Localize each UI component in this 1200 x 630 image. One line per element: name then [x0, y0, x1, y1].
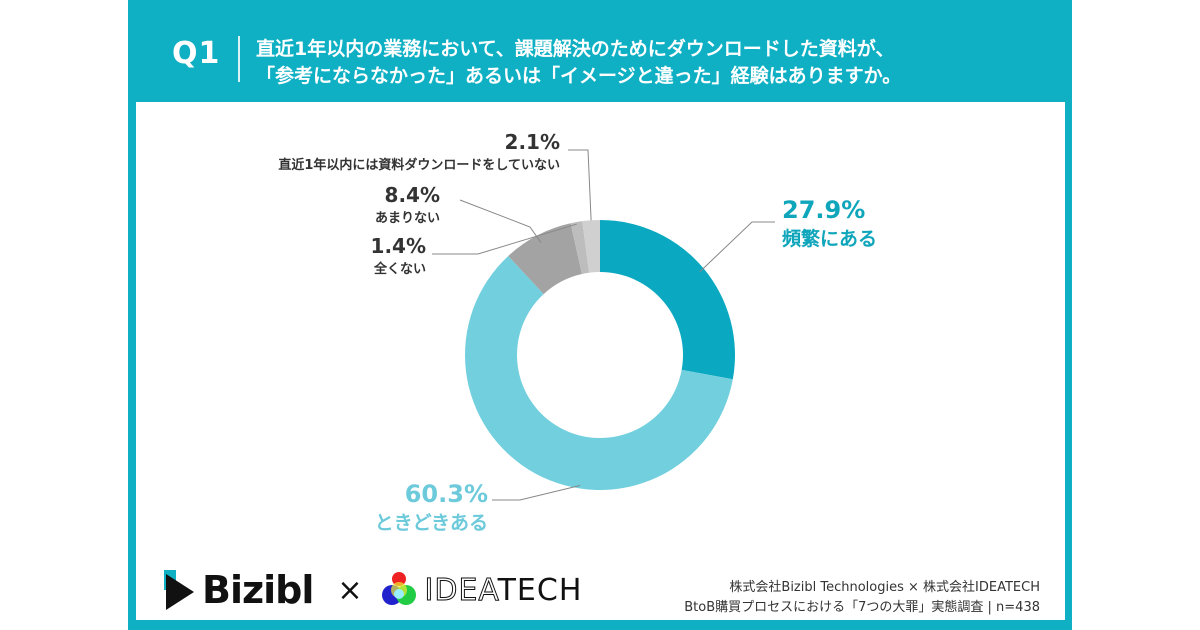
- credit-line-2: BtoB購買プロセスにおける「7つの大罪」実態調査 | n=438: [684, 600, 1040, 615]
- bizibl-logo-text: Bizibl: [202, 568, 314, 612]
- donut-slice-frequent: [600, 220, 735, 380]
- credit-line-1: 株式会社Bizibl Technologies × 株式会社IDEATECH: [729, 580, 1040, 595]
- question-number: Q1: [172, 36, 221, 71]
- donut-slice-no-download: [582, 220, 600, 273]
- ideatech-solid-part: TECH: [497, 572, 583, 608]
- label-no-download: 2.1% 直近1年以内には資料ダウンロードをしていない: [250, 130, 560, 173]
- data-label-no-download-value: 2.1%: [504, 130, 560, 154]
- collab-times: ×: [337, 572, 363, 608]
- label-never: 1.4% 全くない: [330, 234, 426, 277]
- ideatech-outline-part: IDEA: [424, 572, 498, 608]
- donut-slice-never: [570, 221, 590, 274]
- question-line-2: 「参考にならなかった」あるいは「イメージと違った」経験はありますか。: [256, 65, 902, 87]
- data-label-never-value: 1.4%: [370, 234, 426, 258]
- leader-line-frequent: [699, 221, 775, 273]
- data-label-never-name: 全くない: [373, 262, 426, 277]
- data-label-frequent-name: 頻繁にある: [782, 228, 878, 250]
- ideatech-color-icon: [381, 572, 416, 605]
- header-divider: [238, 36, 240, 82]
- bizibl-play-icon: [164, 570, 194, 610]
- data-label-not-much-name: あまりない: [374, 211, 440, 226]
- leader-line-no-download: [568, 149, 592, 221]
- question-header: Q1 直近1年以内の業務において、課題解決のためにダウンロードした資料が、 「参…: [128, 0, 1072, 102]
- donut-slice-sometimes: [465, 255, 733, 491]
- data-label-frequent-value: 27.9%: [782, 196, 866, 224]
- leader-line-not-much: [459, 199, 542, 243]
- label-sometimes: 60.3% ときどきある: [330, 480, 488, 535]
- data-label-sometimes-name: ときどきある: [374, 512, 488, 534]
- data-label-no-download-name: 直近1年以内には資料ダウンロードをしていない: [278, 158, 560, 173]
- data-label-sometimes-value: 60.3%: [404, 480, 488, 508]
- chart-panel: [136, 102, 1065, 620]
- question-text: 直近1年以内の業務において、課題解決のためにダウンロードした資料が、 「参考にな…: [256, 36, 901, 90]
- donut-slice-not-much: [508, 223, 582, 295]
- logo-bar: Bizibl × IDEATECH: [160, 565, 582, 615]
- leader-line-never: [432, 223, 577, 255]
- question-line-1: 直近1年以内の業務において、課題解決のためにダウンロードした資料が、: [256, 38, 895, 60]
- label-not-much: 8.4% あまりない: [330, 183, 440, 226]
- source-credit: 株式会社Bizibl Technologies × 株式会社IDEATECH B…: [684, 578, 1040, 618]
- ideatech-logo-text: IDEATECH: [424, 572, 583, 608]
- data-label-not-much-value: 8.4%: [384, 183, 440, 207]
- leader-line-sometimes: [492, 484, 581, 501]
- label-frequent: 27.9% 頻繁にある: [782, 196, 877, 251]
